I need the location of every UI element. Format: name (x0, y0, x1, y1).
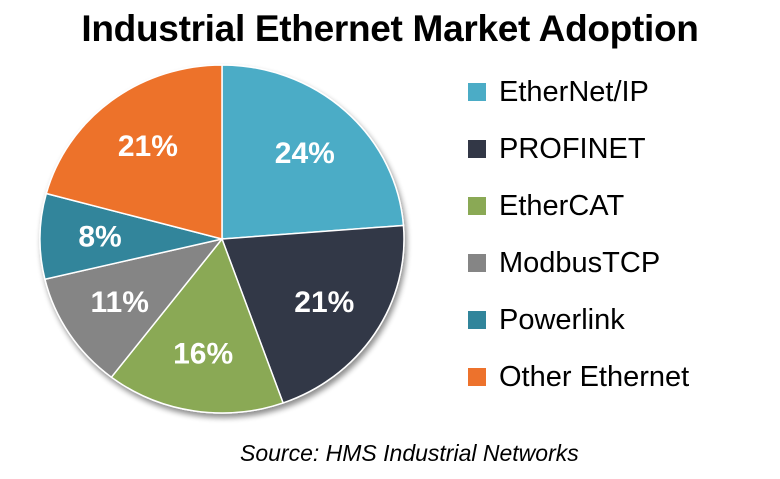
source-note: Source: HMS Industrial Networks (240, 440, 579, 466)
legend-swatch-other-ethernet (468, 368, 486, 386)
legend-item-profinet: PROFINET (468, 129, 646, 169)
pie-label-other-ethernet: 21% (118, 130, 178, 163)
pie-labels: 24% 21% 16% 11% 8% 21% (78, 130, 354, 371)
legend-label-profinet: PROFINET (499, 132, 646, 165)
pie-slice-other-ethernet (45, 64, 223, 240)
legend-swatch-ethernet-ip (468, 83, 486, 101)
legend-swatch-ethercat (468, 197, 486, 215)
legend-label-ethercat: EtherCAT (499, 189, 625, 222)
chart-title: Industrial Ethernet Market Adoption (81, 8, 699, 49)
legend-label-ethernet-ip: EtherNet/IP (499, 75, 649, 108)
pie-slice-ethernet-ip (221, 64, 405, 240)
pie-slice-modbustcp (44, 237, 224, 379)
legend-swatch-profinet (468, 140, 486, 158)
legend-label-powerlink: Powerlink (499, 303, 625, 336)
legend-swatch-modbustcp (468, 254, 486, 272)
pie-label-ethercat: 16% (173, 338, 233, 371)
legend-label-other-ethernet: Other Ethernet (499, 360, 690, 393)
pie-slice-ethercat (110, 237, 285, 414)
pie-label-modbustcp: 11% (91, 286, 149, 319)
legend-label-modbustcp: ModbusTCP (499, 246, 661, 279)
legend-item-powerlink: Powerlink (468, 300, 625, 340)
legend-item-ethercat: EtherCAT (468, 186, 624, 226)
legend-item-other-ethernet: Other Ethernet (468, 357, 689, 397)
pie-label-powerlink: 8% (78, 221, 121, 254)
pie-label-ethernet-ip: 24% (275, 137, 335, 170)
legend-item-ethernet-ip: EtherNet/IP (468, 72, 649, 112)
pie-slice-powerlink (39, 192, 223, 281)
legend-item-modbustcp: ModbusTCP (468, 243, 660, 283)
pie-slices (39, 64, 405, 414)
pie-slice-profinet (220, 224, 405, 404)
legend-swatch-powerlink (468, 311, 486, 329)
pie-label-profinet: 21% (294, 286, 354, 319)
